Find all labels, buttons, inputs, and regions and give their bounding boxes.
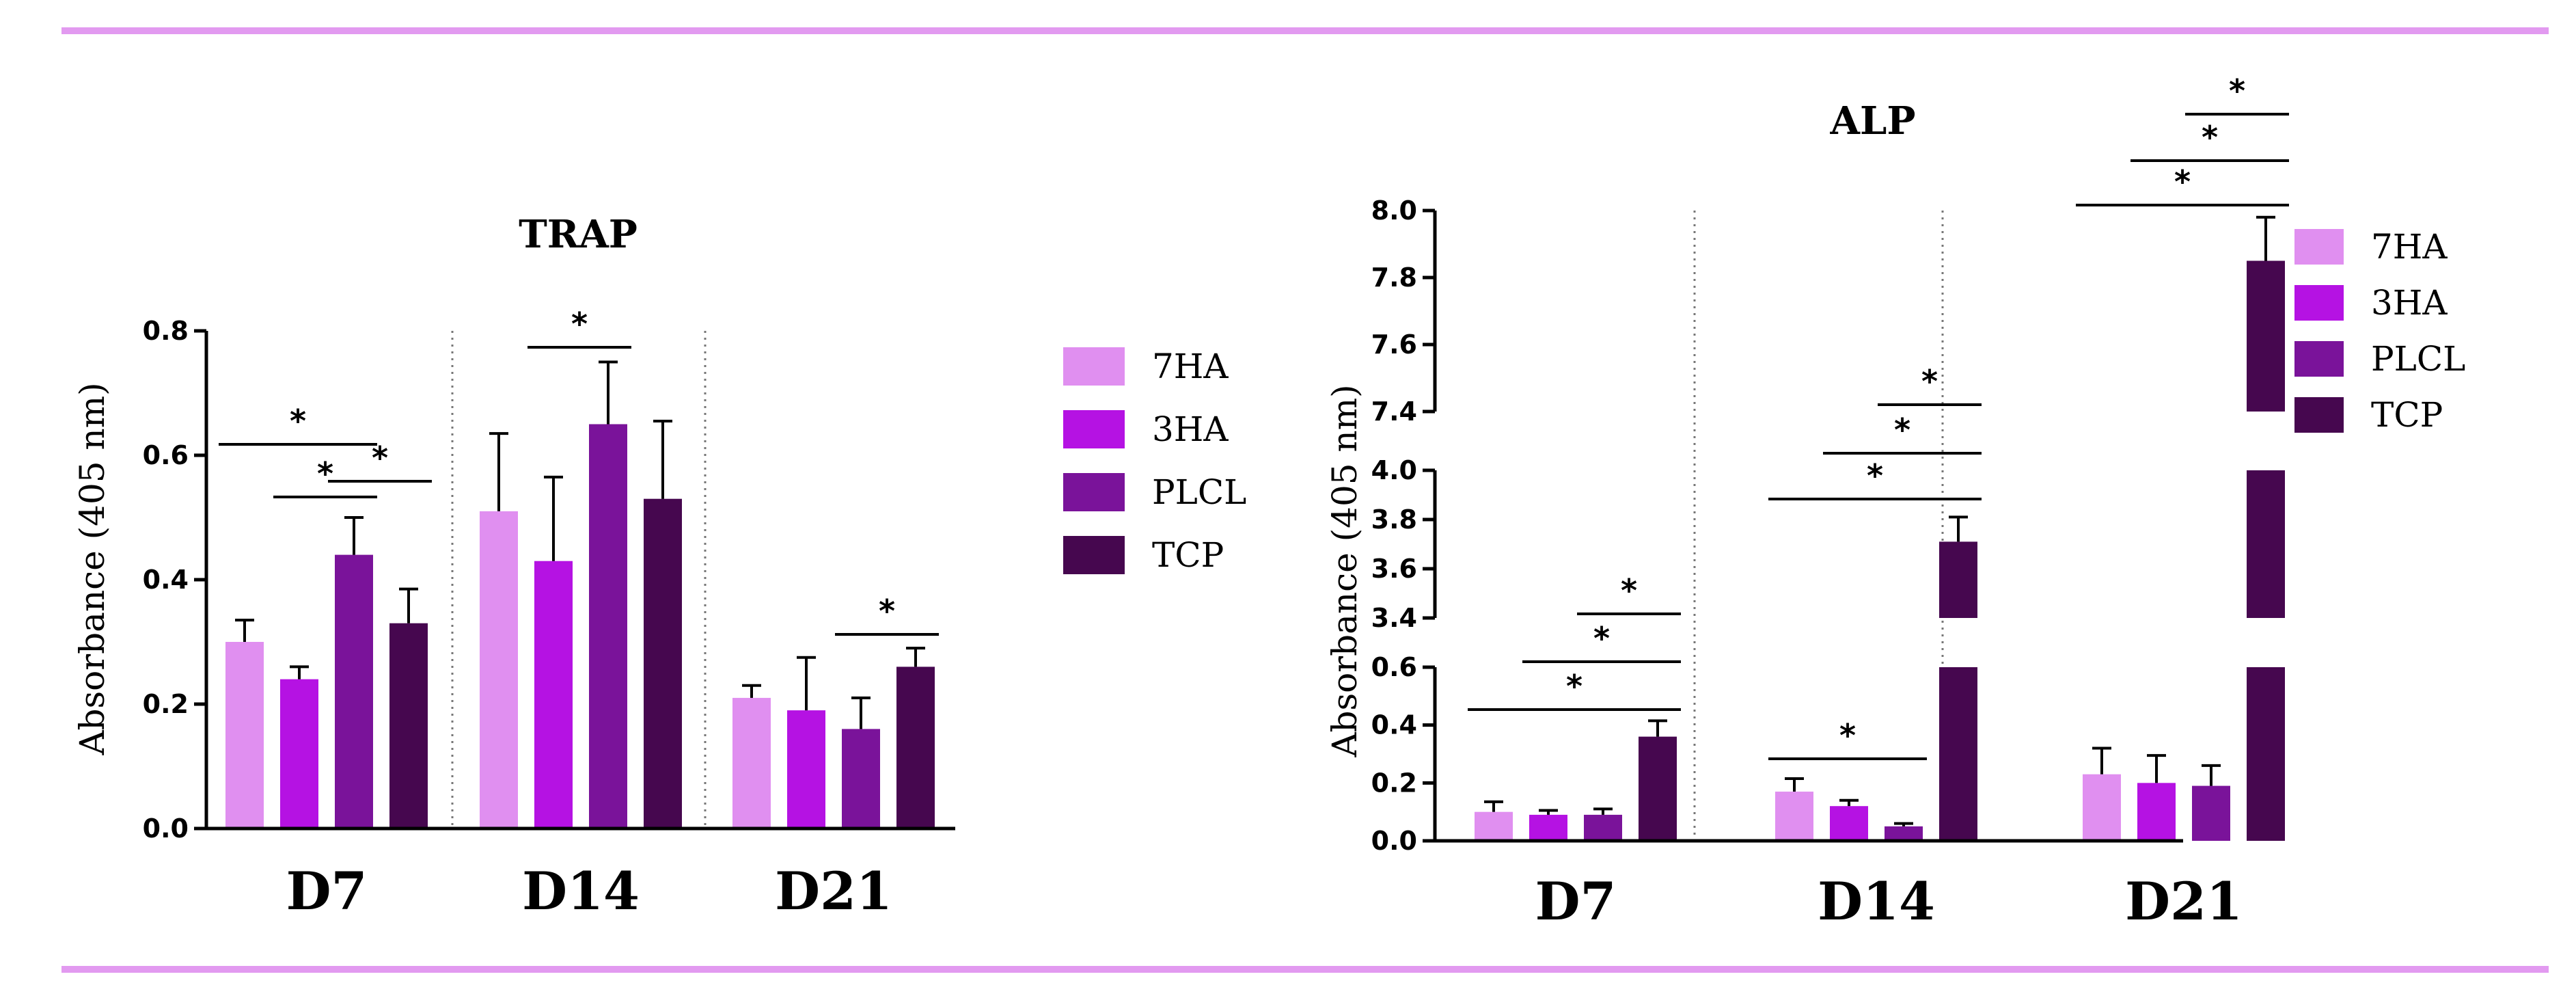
trap-legend-label-plcl: PLCL	[1152, 472, 1246, 512]
trap-bar-d14-tcp	[644, 498, 682, 829]
alp-legend: 7HA 3HA PLCL TCP	[2294, 227, 2465, 435]
trap-plot-area: 0.0 0.2 0.4 0.6 0.8 D7 D14 D21 * * * * *	[143, 306, 955, 921]
alp-legend-swatch-7ha	[2294, 229, 2344, 265]
alp-legend-label-plcl: PLCL	[2371, 339, 2465, 379]
trap-significance-star-d7: *	[372, 440, 388, 476]
alp-bar-d7-7ha-seg0	[1475, 811, 1513, 841]
alp-y-tick-label: 7.6	[1371, 329, 1417, 360]
alp-y-tick-label: 0.4	[1371, 710, 1417, 740]
alp-bar-d21-7ha-seg0	[2083, 774, 2121, 841]
trap-significance-star-d21: *	[879, 593, 895, 630]
trap-legend-swatch-tcp	[1063, 536, 1125, 574]
alp-bar-d14-3ha-seg0	[1830, 806, 1868, 841]
alp-bar-d21-plcl-seg0	[2192, 785, 2230, 841]
trap-bar-d7-3ha	[280, 679, 318, 829]
alp-bar-d21-tcp-seg1	[2247, 470, 2285, 618]
trap-significance-star-d14: *	[571, 306, 588, 342]
trap-legend: 7HA 3HA PLCL TCP	[1063, 347, 1246, 575]
alp-significance-star-d7: *	[1621, 572, 1637, 609]
trap-category-label-d21: D21	[775, 861, 892, 921]
alp-bar-d14-7ha-seg0	[1775, 792, 1813, 841]
alp-y-tick-label: 0.0	[1371, 826, 1417, 856]
alp-significance-star-d21: *	[2174, 163, 2191, 200]
alp-y-tick-label: 7.4	[1371, 396, 1417, 427]
trap-y-tick-label: 0.2	[143, 689, 189, 719]
trap-bar-d21-3ha	[787, 710, 825, 829]
trap-legend-label-7ha: 7HA	[1152, 347, 1229, 386]
alp-title: ALP	[1830, 98, 1916, 144]
trap-legend-swatch-7ha	[1063, 347, 1125, 386]
alp-category-label-d7: D7	[1535, 871, 1617, 932]
trap-y-axis-label: Absorbance (405 nm)	[72, 382, 112, 755]
alp-bar-d14-tcp-seg1	[1939, 541, 1977, 618]
alp-bar-d7-plcl-seg0	[1584, 814, 1622, 841]
alp-y-tick-label: 0.2	[1371, 768, 1417, 798]
alp-legend-swatch-3ha	[2294, 285, 2344, 321]
alp-category-label-d14: D14	[1818, 871, 1935, 932]
trap-y-tick-label: 0.0	[143, 813, 189, 844]
alp-legend-label-tcp: TCP	[2371, 395, 2443, 435]
alp-significance-star-d21: *	[2229, 72, 2245, 109]
trap-bar-d7-tcp	[389, 623, 428, 829]
alp-chart: ALP Absorbance (405 nm) 0.0 0.2 0.4 0.6 3.4 3…	[1325, 72, 2465, 932]
trap-bar-d21-7ha	[732, 697, 771, 829]
trap-bar-d21-plcl	[842, 729, 880, 829]
alp-significance-star-d14: *	[1839, 717, 1856, 754]
alp-bar-d14-plcl-seg0	[1885, 826, 1923, 841]
trap-y-tick-label: 0.6	[143, 440, 189, 470]
alp-bar-d21-tcp-seg0	[2247, 667, 2285, 841]
trap-bar-d14-7ha	[480, 511, 518, 829]
trap-legend-swatch-3ha	[1063, 410, 1125, 448]
trap-bar-d14-plcl	[589, 424, 627, 829]
trap-chart: TRAP Absorbance (405 nm) 0.0 0.2 0.4 0.6 0.8…	[72, 212, 1246, 921]
alp-bar-d21-tcp-seg2	[2247, 260, 2285, 412]
alp-legend-swatch-plcl	[2294, 341, 2344, 377]
trap-bar-d14-3ha	[534, 561, 573, 829]
alp-y-tick-label: 7.8	[1371, 263, 1417, 293]
alp-bar-d14-tcp-seg0	[1939, 667, 1977, 841]
alp-significance-star-d14: *	[1921, 363, 1938, 400]
alp-bar-d21-3ha-seg0	[2137, 783, 2176, 841]
alp-y-tick-label: 3.6	[1371, 554, 1417, 584]
trap-legend-label-tcp: TCP	[1152, 535, 1224, 575]
alp-y-axis-label: Absorbance (405 nm)	[1325, 384, 1365, 757]
trap-y-tick-label: 0.4	[143, 565, 189, 595]
alp-significance-star-d21: *	[2202, 119, 2218, 156]
trap-y-tick-label: 0.8	[143, 316, 189, 346]
alp-y-tick-label: 4.0	[1371, 455, 1417, 485]
trap-bar-d7-plcl	[335, 554, 373, 829]
alp-legend-label-7ha: 7HA	[2371, 227, 2448, 267]
trap-title: TRAP	[519, 212, 638, 257]
alp-legend-swatch-tcp	[2294, 397, 2344, 433]
alp-significance-star-d7: *	[1566, 668, 1582, 705]
alp-y-tick-label: 3.4	[1371, 603, 1417, 633]
trap-significance-star-d7: *	[290, 403, 306, 440]
trap-category-label-d14: D14	[522, 861, 640, 921]
alp-category-label-d21: D21	[2125, 871, 2243, 932]
trap-legend-swatch-plcl	[1063, 473, 1125, 511]
alp-y-tick-label: 3.8	[1371, 504, 1417, 535]
trap-bar-d21-tcp	[896, 667, 935, 829]
alp-legend-label-3ha: 3HA	[2371, 283, 2448, 323]
alp-y-tick-label: 0.6	[1371, 652, 1417, 682]
trap-bar-d7-7ha	[225, 642, 264, 829]
alp-bar-d7-3ha-seg0	[1529, 814, 1567, 841]
trap-legend-label-3ha: 3HA	[1152, 409, 1229, 449]
trap-category-label-d7: D7	[286, 861, 368, 921]
alp-significance-star-d14: *	[1867, 457, 1883, 494]
trap-significance-star-d7: *	[317, 455, 333, 492]
alp-significance-star-d14: *	[1894, 412, 1910, 448]
alp-plot-area: 0.0 0.2 0.4 0.6 3.4 3.6 3.8 4.0 7.4 7.6 7.8 8.0 D7 D1…	[1371, 72, 2289, 932]
alp-significance-star-d7: *	[1593, 620, 1610, 657]
alp-bar-d7-tcp-seg0	[1639, 736, 1677, 841]
alp-y-tick-label: 8.0	[1371, 196, 1417, 226]
